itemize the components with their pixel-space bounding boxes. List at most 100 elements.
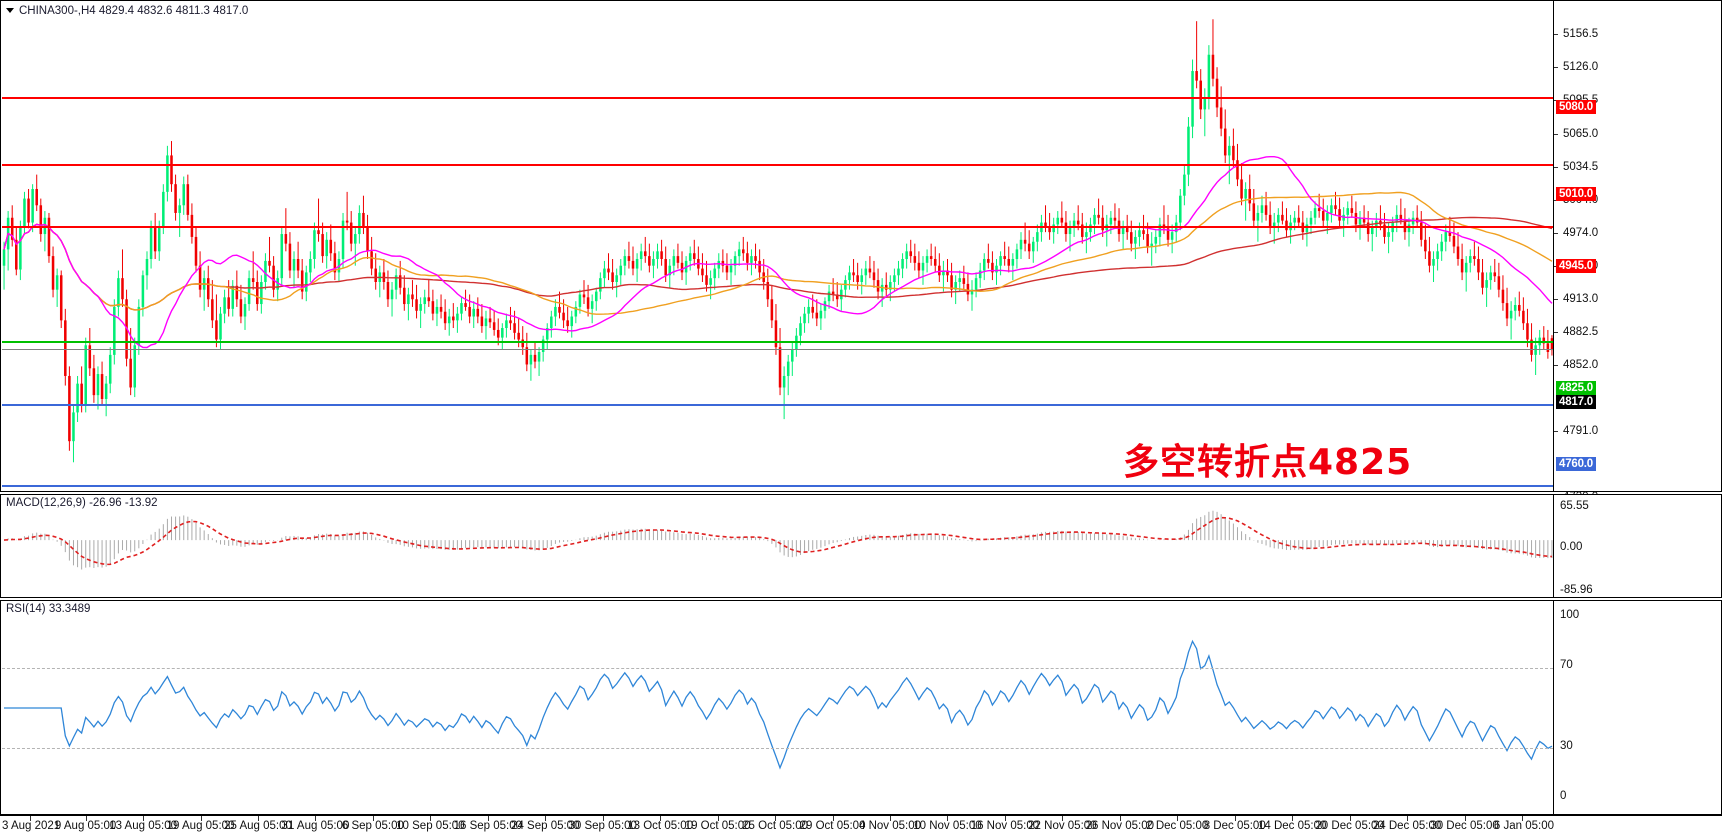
price-axis[interactable]: 5156.55126.05095.55065.05034.55004.04974… — [1553, 1, 1721, 569]
time-label: 25 Aug 05:00 — [224, 820, 292, 832]
price-level-badge[interactable]: 4817.0 — [1556, 395, 1596, 409]
time-label: 10 Sep 05:00 — [396, 820, 465, 832]
moving-average-line — [3, 156, 1553, 349]
chart-annotation-text: 多空转折点4825 — [1123, 442, 1413, 483]
time-label: 25 Oct 05:00 — [742, 820, 809, 832]
macd-tick: 0.00 — [1560, 541, 1583, 553]
time-tick — [1177, 816, 1179, 821]
time-tick — [1349, 816, 1351, 821]
rsi-plot-area[interactable] — [2, 602, 1553, 813]
price-chart-panel[interactable]: 5156.55126.05095.55065.05034.55004.04974… — [0, 0, 1722, 569]
rsi-tick: 30 — [1560, 740, 1573, 752]
time-tick — [315, 816, 317, 821]
time-tick — [775, 816, 777, 821]
price-level-line-pivot[interactable] — [2, 341, 1553, 344]
time-tick — [143, 816, 145, 821]
price-level-badge[interactable]: 4945.0 — [1556, 259, 1596, 273]
price-level-badge[interactable]: 4760.0 — [1556, 457, 1596, 471]
time-tick — [545, 816, 547, 821]
time-label: 10 Nov 05:00 — [913, 820, 982, 832]
time-tick — [258, 816, 259, 821]
time-tick — [1464, 816, 1466, 821]
time-label: 9 Aug 05:00 — [54, 820, 117, 832]
rsi-indicator-label: RSI(14) 33.3489 — [6, 603, 91, 615]
rsi-level-30 — [2, 747, 1553, 749]
price-tick: 5034.5 — [1554, 161, 1598, 173]
macd-indicator-label: MACD(12,26,9) -26.96 -13.92 — [6, 497, 158, 509]
triangle-down-icon[interactable] — [6, 8, 14, 13]
time-label: 26 Nov 05:00 — [1085, 820, 1155, 832]
time-label: 30 Dec 05:00 — [1430, 820, 1499, 832]
moving-average-line — [3, 191, 1553, 315]
time-label: 6 Sep 05:00 — [341, 820, 404, 832]
time-tick — [660, 816, 662, 821]
time-label: 31 Aug 05:00 — [281, 820, 350, 832]
time-tick — [1407, 816, 1409, 821]
time-label: 19 Oct 05:00 — [684, 820, 751, 832]
price-tick: 4913.0 — [1554, 293, 1598, 305]
time-tick — [200, 816, 202, 821]
macd-series — [3, 510, 1553, 570]
time-label: 24 Dec 05:00 — [1372, 820, 1442, 832]
time-tick — [1062, 816, 1064, 821]
time-label: 4 Nov 05:00 — [858, 820, 922, 832]
price-tick: 4791.0 — [1554, 425, 1598, 437]
time-label: 20 Dec 05:00 — [1315, 820, 1384, 832]
time-label: 24 Sep 05:00 — [511, 820, 580, 832]
macd-plot-area[interactable] — [2, 496, 1553, 596]
macd-axis[interactable]: 65.55 0.00 -85.96 — [1553, 495, 1721, 597]
time-tick — [890, 816, 891, 821]
time-label: 13 Aug 05:00 — [109, 820, 177, 832]
time-label: 30 Sep 05:00 — [568, 820, 637, 832]
rsi-level-70 — [2, 668, 1553, 670]
price-level-line-resistance[interactable] — [2, 164, 1553, 166]
moving-average-line — [3, 216, 1553, 311]
time-tick — [372, 816, 374, 821]
macd-tick: 65.55 — [1560, 500, 1589, 512]
time-label: 14 Dec 05:00 — [1257, 820, 1327, 832]
rsi-panel[interactable]: 100 70 30 0 RSI(14) 33.3489 — [0, 600, 1722, 815]
price-level-line-resistance[interactable] — [2, 226, 1553, 229]
rsi-line — [4, 639, 1553, 770]
price-tick: 5065.0 — [1554, 128, 1598, 140]
time-label: 2 Dec 05:00 — [1146, 820, 1209, 832]
time-label: 8 Dec 05:00 — [1203, 820, 1266, 832]
time-tick — [487, 816, 489, 821]
time-tick — [832, 816, 834, 821]
time-tick — [1119, 816, 1121, 821]
time-tick — [947, 816, 949, 821]
time-label: 16 Sep 05:00 — [453, 820, 523, 832]
time-label: 3 Aug 2021 — [2, 820, 61, 832]
price-tick: 5156.5 — [1554, 28, 1598, 40]
macd-panel[interactable]: 65.55 0.00 -85.96 MACD(12,26,9) -26.96 -13… — [0, 494, 1722, 598]
rsi-axis[interactable]: 100 70 30 0 — [1553, 601, 1721, 814]
time-label: 22 Nov 05:00 — [1028, 820, 1097, 832]
price-level-line-support[interactable] — [2, 485, 1553, 488]
price-plot-area[interactable] — [2, 2, 1553, 490]
price-tick: 4974.0 — [1554, 227, 1598, 239]
time-label: 29 Oct 05:00 — [799, 820, 866, 832]
time-tick — [85, 816, 87, 821]
time-label: 13 Oct 05:00 — [627, 820, 694, 832]
time-tick — [1234, 816, 1236, 821]
price-level-badge[interactable]: 5080.0 — [1556, 100, 1596, 114]
time-tick — [1522, 816, 1523, 821]
time-label: 6 Jan 05:00 — [1493, 820, 1554, 832]
time-axis[interactable]: 3 Aug 2021 9 Aug 05:00 13 Aug 05:00 19 Aug … — [0, 815, 1722, 839]
rsi-tick: 100 — [1560, 609, 1580, 621]
price-level-line-resistance[interactable] — [2, 96, 1553, 99]
price-tick: 4882.5 — [1554, 326, 1598, 338]
price-level-badge[interactable]: 4825.0 — [1556, 381, 1596, 395]
candlestick-series — [2, 19, 1553, 463]
time-tick — [717, 816, 719, 821]
time-label: 16 Nov 05:00 — [970, 820, 1040, 832]
symbol-header: CHINA300-,H4 4829.4 4832.6 4811.3 4817.0 — [19, 5, 249, 17]
price-level-line-current-price[interactable] — [2, 349, 1553, 351]
price-level-line-support[interactable] — [2, 403, 1553, 406]
time-tick — [430, 816, 432, 821]
price-level-badge[interactable]: 5010.0 — [1556, 187, 1596, 201]
time-tick — [1004, 816, 1006, 821]
time-tick — [602, 816, 604, 821]
time-label: 19 Aug 05:00 — [166, 820, 235, 832]
